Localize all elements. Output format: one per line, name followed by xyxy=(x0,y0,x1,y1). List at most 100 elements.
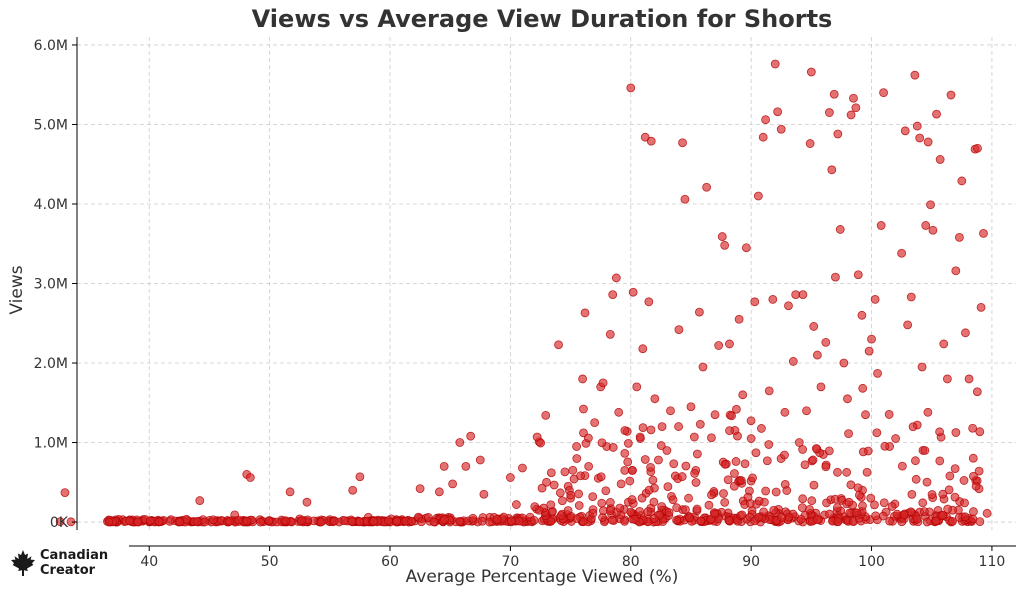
scatter-point xyxy=(630,514,639,524)
scatter-point xyxy=(973,143,982,153)
scatter-point xyxy=(811,444,821,453)
scatter-point xyxy=(870,295,880,304)
scatter-point xyxy=(768,295,778,304)
scatter-point xyxy=(620,426,630,435)
scatter-point xyxy=(640,132,650,142)
y-tick-label: 0K xyxy=(50,515,69,531)
scatter-point xyxy=(736,476,746,485)
scatter-point xyxy=(724,515,734,525)
scatter-point xyxy=(684,493,693,503)
scatter-point xyxy=(650,394,660,404)
scatter-point xyxy=(849,93,858,103)
scatter-point xyxy=(944,485,954,495)
scatter-point xyxy=(725,426,734,436)
scatter-point xyxy=(862,467,872,477)
scatter-point xyxy=(154,517,164,527)
scatter-point xyxy=(731,457,741,466)
scatter-point xyxy=(727,411,736,421)
scatter-point xyxy=(935,456,945,466)
scatter-point xyxy=(597,438,607,448)
scatter-point xyxy=(816,382,826,392)
scatter-point xyxy=(802,406,811,416)
scatter-point xyxy=(686,402,696,412)
scatter-point xyxy=(681,505,690,515)
scatter-point xyxy=(825,509,834,519)
scatter-point xyxy=(829,89,839,99)
scatter-point xyxy=(264,516,274,526)
scatter-point xyxy=(518,463,527,473)
scatter-point xyxy=(872,428,882,438)
scatter-point xyxy=(971,481,981,491)
scatter-point xyxy=(475,455,485,465)
scatter-point xyxy=(972,387,982,397)
scatter-point xyxy=(843,394,852,404)
scatter-point xyxy=(681,461,691,471)
scatter-point xyxy=(696,516,706,526)
scatter-point xyxy=(643,507,653,516)
scatter-point xyxy=(625,476,635,486)
scatter-point xyxy=(55,517,65,527)
scatter-point xyxy=(794,438,804,447)
scatter-point xyxy=(824,446,834,456)
scatter-point xyxy=(285,487,295,497)
scatter-point xyxy=(969,507,978,516)
scatter-point xyxy=(175,517,185,527)
scatter-point xyxy=(657,422,667,432)
scatter-point xyxy=(626,83,636,93)
scatter-point xyxy=(897,248,907,258)
scatter-point xyxy=(710,509,720,519)
scatter-point xyxy=(608,290,618,300)
scatter-point xyxy=(782,486,792,495)
scatter-point xyxy=(555,488,565,498)
scatter-point xyxy=(844,497,854,507)
scatter-point xyxy=(808,455,818,465)
scatter-point xyxy=(255,517,265,527)
scatter-point xyxy=(968,514,978,524)
scatter-point xyxy=(316,517,326,527)
scatter-point xyxy=(833,129,843,139)
scatter-point xyxy=(776,124,786,134)
y-tick-label: 5.0M xyxy=(34,117,68,133)
scatter-point xyxy=(680,194,690,204)
scatter-point xyxy=(957,176,967,186)
scatter-point xyxy=(870,500,879,510)
scatter-point xyxy=(597,498,607,508)
scatter-point xyxy=(822,498,831,508)
scatter-point xyxy=(234,515,244,525)
y-tick-label: 1.0M xyxy=(34,436,68,452)
scatter-point xyxy=(369,516,379,526)
scatter-point xyxy=(302,497,312,507)
scatter-point xyxy=(955,232,964,242)
scatter-point xyxy=(537,483,547,493)
scatter-point xyxy=(674,325,684,335)
scatter-point xyxy=(821,337,831,347)
maple-leaf-icon xyxy=(11,550,35,576)
scatter-point xyxy=(383,516,393,525)
scatter-point xyxy=(165,516,175,526)
scatter-point xyxy=(884,410,894,419)
scatter-point xyxy=(720,497,730,507)
scatter-point xyxy=(812,350,822,360)
scatter-point xyxy=(584,461,594,471)
scatter-point xyxy=(574,501,584,510)
scatter-point xyxy=(707,433,716,443)
x-tick-label: 60 xyxy=(381,554,399,570)
scatter-point xyxy=(979,229,988,238)
scatter-point xyxy=(646,462,655,472)
scatter-point xyxy=(461,461,471,471)
scatter-point xyxy=(281,516,290,526)
scatter-point xyxy=(685,513,694,523)
scatter-point xyxy=(974,466,984,476)
scatter-point xyxy=(878,511,888,521)
scatter-point xyxy=(666,406,675,416)
scatter-point xyxy=(616,479,626,489)
scatter-point xyxy=(796,514,806,524)
scatter-point xyxy=(761,115,770,125)
scatter-point xyxy=(853,483,863,493)
scatter-point xyxy=(583,433,593,443)
scatter-point xyxy=(932,109,941,119)
scatter-point xyxy=(758,132,768,142)
scatter-point xyxy=(919,507,929,517)
scatter-point xyxy=(927,490,937,499)
scatter-point xyxy=(557,496,567,506)
